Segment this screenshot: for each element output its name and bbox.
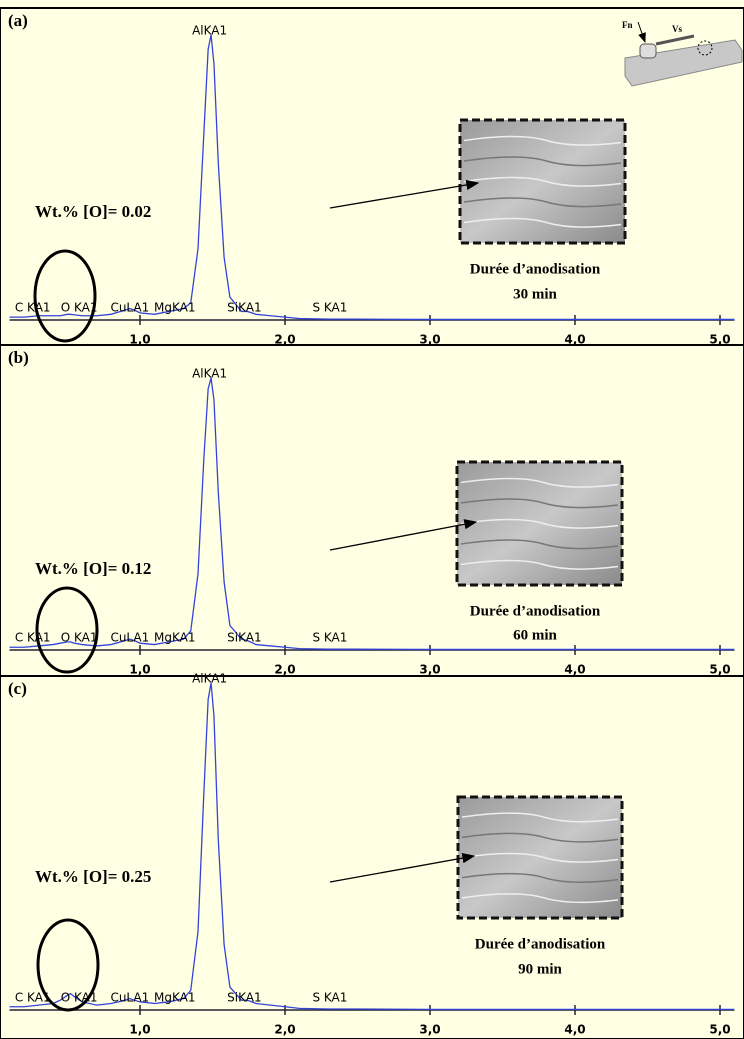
sem-texture (461, 872, 619, 883)
peak-label: CuLA1 (110, 991, 149, 1005)
x-tick-label: 5,0 (709, 333, 730, 347)
panel-label: (c) (8, 679, 27, 698)
x-tick-label: 2,0 (274, 663, 295, 677)
peak-label: SiKA1 (227, 991, 261, 1005)
x-tick-label: 3,0 (419, 333, 440, 347)
peak-label: C KA1 (15, 991, 51, 1005)
oxygen-content: Wt.% [O]= 0.02 (35, 202, 151, 221)
sem-texture (460, 498, 619, 509)
sem-texture (461, 812, 619, 823)
tribometer-end (697, 40, 713, 56)
inset-label: Fn (622, 20, 633, 30)
peak-label: CuLA1 (110, 301, 149, 315)
arrow (329, 519, 478, 551)
sem-texture (460, 518, 619, 529)
image-caption: Durée d’anodisation (475, 936, 606, 952)
spectrum-line (9, 682, 735, 1010)
peak-label: SiKA1 (227, 631, 261, 645)
x-tick-label: 4,0 (564, 333, 585, 347)
x-tick-label: 4,0 (564, 663, 585, 677)
image-caption: 60 min (513, 627, 557, 643)
sem-image (455, 460, 624, 587)
oxygen-content: Wt.% [O]= 0.12 (35, 559, 151, 578)
peak-label: MgKA1 (154, 631, 195, 645)
x-tick-label: 1,0 (129, 333, 150, 347)
oxygen-highlight (33, 249, 97, 343)
x-tick-label: 3,0 (419, 663, 440, 677)
peak-label: O KA1 (61, 991, 98, 1005)
sem-texture (463, 217, 622, 228)
x-tick-label: 1,0 (129, 1023, 150, 1037)
peak-label: AlKA1 (192, 367, 227, 381)
sem-texture (460, 477, 619, 488)
x-tick-label: 3,0 (419, 1023, 440, 1037)
image-caption: 90 min (518, 961, 562, 977)
sem-texture (461, 832, 619, 843)
peak-label: C KA1 (15, 301, 51, 315)
sem-texture (463, 135, 622, 146)
sem-texture (463, 176, 622, 187)
sem-texture (463, 156, 622, 167)
peak-label: O KA1 (61, 301, 98, 315)
sem-texture (463, 197, 622, 208)
oxygen-highlight (36, 918, 100, 1012)
x-tick-label: 1,0 (129, 663, 150, 677)
oxygen-highlight (35, 586, 99, 674)
peak-label: O KA1 (61, 631, 98, 645)
peak-label: MgKA1 (154, 301, 195, 315)
sem-image (458, 118, 627, 245)
peak-label: C KA1 (15, 631, 51, 645)
spectrum-line (9, 34, 735, 321)
spectrum-line (9, 377, 735, 651)
peak-label: MgKA1 (154, 991, 195, 1005)
peak-label: AlKA1 (192, 672, 227, 686)
image-caption: Durée d’anodisation (470, 261, 601, 277)
x-tick-label: 2,0 (274, 1023, 295, 1037)
peak-label: CuLA1 (110, 631, 149, 645)
inset-label: Vs (672, 24, 682, 34)
sem-texture (461, 893, 619, 904)
peak-label: S KA1 (312, 631, 347, 645)
peak-label: S KA1 (312, 301, 347, 315)
tribometer-pin (639, 43, 657, 59)
sem-image (456, 795, 624, 920)
x-tick-label: 5,0 (709, 1023, 730, 1037)
image-caption: 30 min (513, 286, 557, 302)
panel-label: (b) (8, 348, 29, 367)
peak-label: AlKA1 (192, 24, 227, 38)
tribometer-plate (624, 39, 743, 87)
oxygen-content: Wt.% [O]= 0.25 (35, 867, 151, 886)
force-arrow (637, 21, 646, 43)
image-caption: Durée d’anodisation (470, 603, 601, 619)
x-tick-label: 4,0 (564, 1023, 585, 1037)
panel-label: (a) (8, 11, 28, 30)
sem-texture (460, 559, 619, 570)
x-tick-label: 2,0 (274, 333, 295, 347)
peak-label: S KA1 (312, 991, 347, 1005)
sem-texture (460, 539, 619, 550)
arrow (329, 179, 480, 209)
arrow (329, 852, 476, 883)
peak-label: SiKA1 (227, 301, 261, 315)
velocity-arrow (655, 34, 695, 46)
sem-texture (461, 852, 619, 863)
x-tick-label: 5,0 (709, 663, 730, 677)
